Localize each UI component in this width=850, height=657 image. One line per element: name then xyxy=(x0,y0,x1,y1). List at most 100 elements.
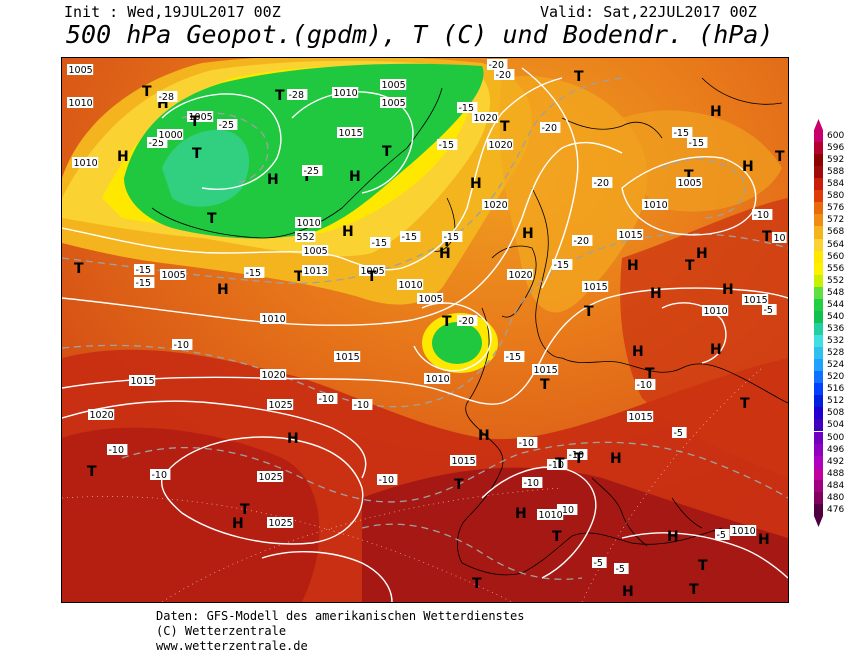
isoline-label-box xyxy=(672,427,687,438)
high-pressure-marker: H xyxy=(117,149,129,165)
isoline-label-text: 1015 xyxy=(534,365,558,376)
legend-row: 548 xyxy=(812,286,850,299)
cold-low-center xyxy=(162,129,250,207)
isoline-label: -20 xyxy=(592,177,613,189)
isoline-label-box xyxy=(582,281,609,292)
isoline-label: 1010 xyxy=(72,157,99,169)
legend-swatch xyxy=(814,335,823,348)
isoline-label-box xyxy=(592,557,607,568)
isoline-label-box xyxy=(772,232,787,243)
low-pressure-marker: T xyxy=(584,304,594,320)
low-pressure-marker: T xyxy=(740,396,750,412)
isoline-label-box xyxy=(522,477,543,488)
isoline-label-box xyxy=(627,411,654,422)
legend-row: 540 xyxy=(812,310,850,323)
legend-value: 480 xyxy=(827,492,845,503)
isoline-label: -15 xyxy=(134,264,155,276)
high-pressure-marker: H xyxy=(470,176,482,192)
isoline-label-text: -25 xyxy=(304,166,320,177)
isoline-label: 1015 xyxy=(450,455,477,467)
isoline-label-box xyxy=(715,529,730,540)
isoline-label-box xyxy=(752,209,773,220)
isoline-label-box xyxy=(437,139,458,150)
legend-row: 536 xyxy=(812,322,850,335)
isoline-label-box xyxy=(287,89,308,100)
isoline-label: 10 xyxy=(772,232,787,244)
isoline-label-text: -25 xyxy=(149,138,165,149)
isoline-label-box xyxy=(552,259,573,270)
legend-swatch xyxy=(814,383,823,396)
isoline-label-text: 1005 xyxy=(162,270,186,281)
isoline-label: -15 xyxy=(134,277,155,289)
high-pressure-marker: H xyxy=(478,428,490,444)
high-pressure-marker: H xyxy=(650,286,662,302)
isoline-label-box xyxy=(302,165,323,176)
isoline-label-text: 1005 xyxy=(382,80,406,91)
isoline-label: -15 xyxy=(370,237,391,249)
isoline-label-text: 1020 xyxy=(509,270,533,281)
low-pressure-marker: T xyxy=(190,114,200,130)
legend-row: 568 xyxy=(812,226,850,239)
isoline-label: 1010 xyxy=(424,373,451,385)
legend-value: 584 xyxy=(827,179,845,190)
low-pressure-marker: T xyxy=(382,144,392,160)
isoline-label-text: -10 xyxy=(379,475,395,486)
isoline-label-box xyxy=(337,127,364,138)
high-pressure-marker: H xyxy=(515,506,527,522)
legend-value: 532 xyxy=(827,336,845,347)
isoline-label-box xyxy=(507,269,534,280)
isoline-label-text: 1015 xyxy=(629,412,653,423)
init-time: Init : Wed,19JUL2017 00Z xyxy=(64,3,281,21)
legend-swatch xyxy=(814,214,823,227)
isoline-label: 1015 xyxy=(337,127,364,139)
weather-map[interactable]: 1005 1010 1010 H T H -28 -25 1000 1005 -25 T T H T T -28… xyxy=(61,57,789,603)
isoline-label: -10 xyxy=(547,459,568,471)
isoline-label-text: 1015 xyxy=(744,295,768,306)
isoline-label-text: 1010 xyxy=(644,200,668,211)
isoline-label: 1015 xyxy=(582,281,609,293)
isoline-label-text: 1005 xyxy=(382,98,406,109)
legend-value: 516 xyxy=(827,384,845,395)
isoline-label-text: -15 xyxy=(246,268,262,279)
isoline-label-box xyxy=(457,315,478,326)
isoline-label-box xyxy=(88,409,115,420)
legend-row: 532 xyxy=(812,335,850,348)
legend-value: 520 xyxy=(827,372,845,383)
isoline-label: -10 xyxy=(635,379,656,391)
isoline-label-text: -20 xyxy=(489,60,505,71)
isoline-label-text: -10 xyxy=(519,438,535,449)
legend-row: 544 xyxy=(812,298,850,311)
isoline-label: 1015 xyxy=(334,351,361,363)
isoline-label: 1010 xyxy=(642,199,669,211)
legend-value: 560 xyxy=(827,251,845,262)
isoline-label-text: 1010 xyxy=(704,306,728,317)
low-pressure-marker: T xyxy=(552,529,562,545)
isoline-label-text: 1025 xyxy=(269,518,293,529)
isoline-label: -28 xyxy=(157,91,178,103)
legend-swatch xyxy=(814,467,823,480)
isoline-label-text: -15 xyxy=(554,260,570,271)
footer-website[interactable]: www.wetterzentrale.de xyxy=(156,639,308,653)
legend-row: 588 xyxy=(812,166,850,179)
legend-row: 516 xyxy=(812,383,850,396)
isoline-label-text: -10 xyxy=(319,394,335,405)
legend-value: 592 xyxy=(827,155,845,166)
isoline-label-box xyxy=(377,474,398,485)
legend-row: 508 xyxy=(812,407,850,420)
southwest-hot-zone xyxy=(62,427,320,602)
isoline-label: 1015 xyxy=(617,229,644,241)
isoline-label-box xyxy=(397,279,424,290)
isoline-label-box xyxy=(317,393,338,404)
isoline-label-box xyxy=(302,265,329,276)
isoline-label-text: 1010 xyxy=(74,158,98,169)
isoline-label: -10 xyxy=(150,469,171,481)
legend-value: 536 xyxy=(827,323,845,334)
isoline-label-box xyxy=(157,129,184,140)
isoline-label: -10 xyxy=(567,449,588,461)
isoline-label-box xyxy=(72,157,99,168)
isoline-label: -5 xyxy=(672,427,687,439)
isoline-label-text: -10 xyxy=(174,340,190,351)
legend-row: 476 xyxy=(812,503,850,516)
isoline-label-box xyxy=(295,217,322,228)
